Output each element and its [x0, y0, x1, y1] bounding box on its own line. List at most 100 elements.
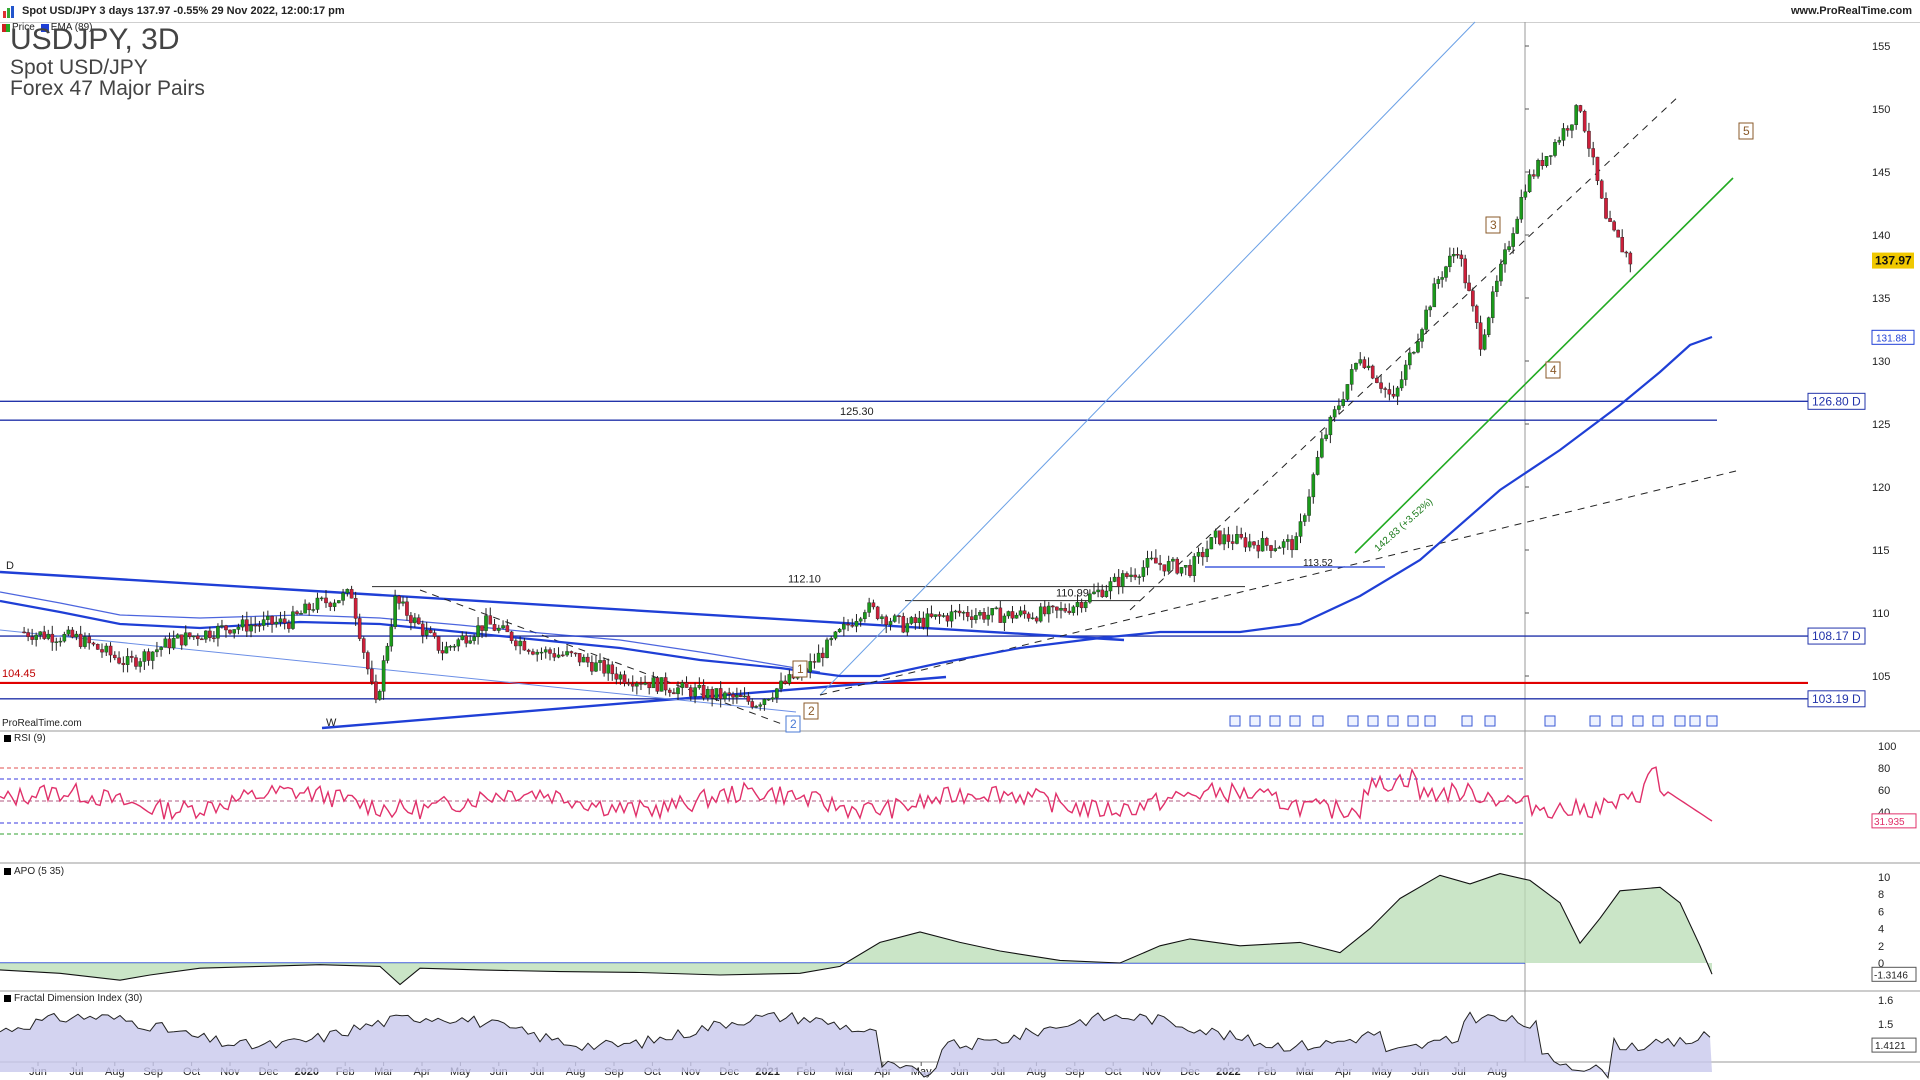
- candle-body: [50, 633, 55, 643]
- candle-body: [1444, 266, 1448, 278]
- candle-body: [405, 601, 409, 616]
- candle-body: [655, 677, 660, 692]
- candle-body: [1243, 537, 1248, 548]
- candle-body: [1213, 530, 1218, 538]
- candle-body: [42, 631, 47, 639]
- candle-body: [1324, 434, 1328, 439]
- ema-swatch-icon: [40, 23, 49, 32]
- ema-last-tag: [1871, 329, 1915, 345]
- event-marker-icon: [1544, 715, 1556, 727]
- price-swatch-icon: [2, 23, 10, 32]
- candle-body: [808, 661, 813, 673]
- candle-body: [509, 631, 514, 641]
- candle-body: [228, 629, 232, 634]
- legend-price[interactable]: Price: [2, 22, 35, 33]
- apo-pane-label[interactable]: APO (5 35): [4, 866, 64, 877]
- trendline-lower: [321, 675, 947, 730]
- wave-5-label: 5: [1743, 124, 1750, 138]
- candle-body: [377, 691, 382, 700]
- support-label: 113.52: [1303, 558, 1333, 569]
- candle-body: [701, 684, 706, 699]
- candle-body: [680, 682, 685, 688]
- candle-body: [723, 692, 727, 699]
- candle-body: [635, 683, 639, 687]
- candle-body: [829, 638, 834, 641]
- prorealtime-logo-icon: [3, 5, 17, 18]
- candle-body: [159, 647, 163, 650]
- candle-body: [1403, 364, 1408, 380]
- candle-body: [311, 609, 316, 611]
- candle-body: [1486, 317, 1491, 335]
- candle-body: [913, 617, 918, 623]
- candle-body: [573, 652, 578, 655]
- candle-body: [409, 615, 413, 624]
- event-marker-icon: [1632, 715, 1644, 727]
- candle-body: [1379, 382, 1383, 389]
- candle-body: [1595, 156, 1600, 182]
- candle-body: [651, 677, 656, 689]
- candle-body: [420, 623, 425, 636]
- chart-title: USDJPY, 3D: [10, 23, 180, 56]
- candle-body: [497, 627, 501, 631]
- candle-body: [150, 651, 155, 661]
- candle-body: [994, 607, 999, 610]
- candle-body: [825, 639, 829, 659]
- candle-body: [522, 640, 527, 651]
- candle-body: [488, 615, 493, 625]
- candle-body: [602, 660, 606, 674]
- level-tag-126-80-box: [1807, 392, 1866, 410]
- candle-body: [167, 638, 172, 649]
- candle-body: [270, 616, 274, 625]
- instrument-summary: Spot USD/JPY 3 days 137.97 -0.55% 29 Nov…: [22, 5, 345, 17]
- candle-body: [606, 664, 610, 674]
- candle-body: [138, 661, 142, 667]
- candle-body: [1540, 160, 1545, 167]
- candle-body: [1557, 140, 1562, 143]
- wave-2-label: 2: [808, 704, 815, 718]
- candle-body: [1038, 606, 1043, 622]
- candle-body: [1226, 534, 1231, 542]
- legend-ema[interactable]: EMA (89): [40, 22, 92, 33]
- candle-body: [282, 618, 287, 624]
- site-url[interactable]: www.ProRealTime.com: [1790, 5, 1912, 17]
- candle-body: [905, 623, 910, 633]
- candle-body: [1264, 537, 1269, 546]
- candle-body: [155, 649, 159, 653]
- candle-body: [1561, 128, 1566, 141]
- candle-body: [1532, 174, 1536, 177]
- candle-body: [1298, 521, 1303, 537]
- candle-body: [816, 652, 821, 663]
- candle-body: [1337, 405, 1341, 410]
- candle-body: [125, 656, 130, 665]
- level-label-104-45: 104.45: [2, 668, 36, 680]
- apo-last-tag: [1871, 966, 1917, 982]
- candle-body: [1463, 258, 1467, 284]
- candle-body: [514, 640, 518, 647]
- candle-body: [357, 618, 362, 639]
- candle-body: [986, 614, 990, 620]
- candle-body: [444, 646, 449, 654]
- rsi-pane-label[interactable]: RSI (9): [4, 733, 46, 744]
- candle-body: [639, 683, 643, 685]
- candle-body: [1125, 573, 1129, 577]
- candle-body: [1042, 606, 1047, 615]
- candle-body: [929, 613, 934, 617]
- candle-body: [83, 636, 87, 647]
- candle-body: [1047, 605, 1051, 615]
- fdi-pane-label[interactable]: Fractal Dimension Index (30): [4, 993, 142, 1004]
- candle-body: [108, 645, 113, 656]
- candle-body: [1362, 359, 1367, 368]
- candle-body: [1424, 309, 1428, 330]
- candle-body: [787, 674, 792, 684]
- candle-body: [266, 616, 270, 620]
- candle-body: [594, 662, 598, 672]
- candle-body: [1474, 305, 1479, 323]
- candle-body: [1311, 474, 1316, 498]
- candle-body: [257, 625, 262, 627]
- candle-body: [1459, 254, 1464, 260]
- candle-body: [1478, 322, 1483, 350]
- candle-body: [46, 633, 51, 639]
- candle-body: [630, 683, 635, 687]
- event-marker-icon: [1229, 715, 1241, 727]
